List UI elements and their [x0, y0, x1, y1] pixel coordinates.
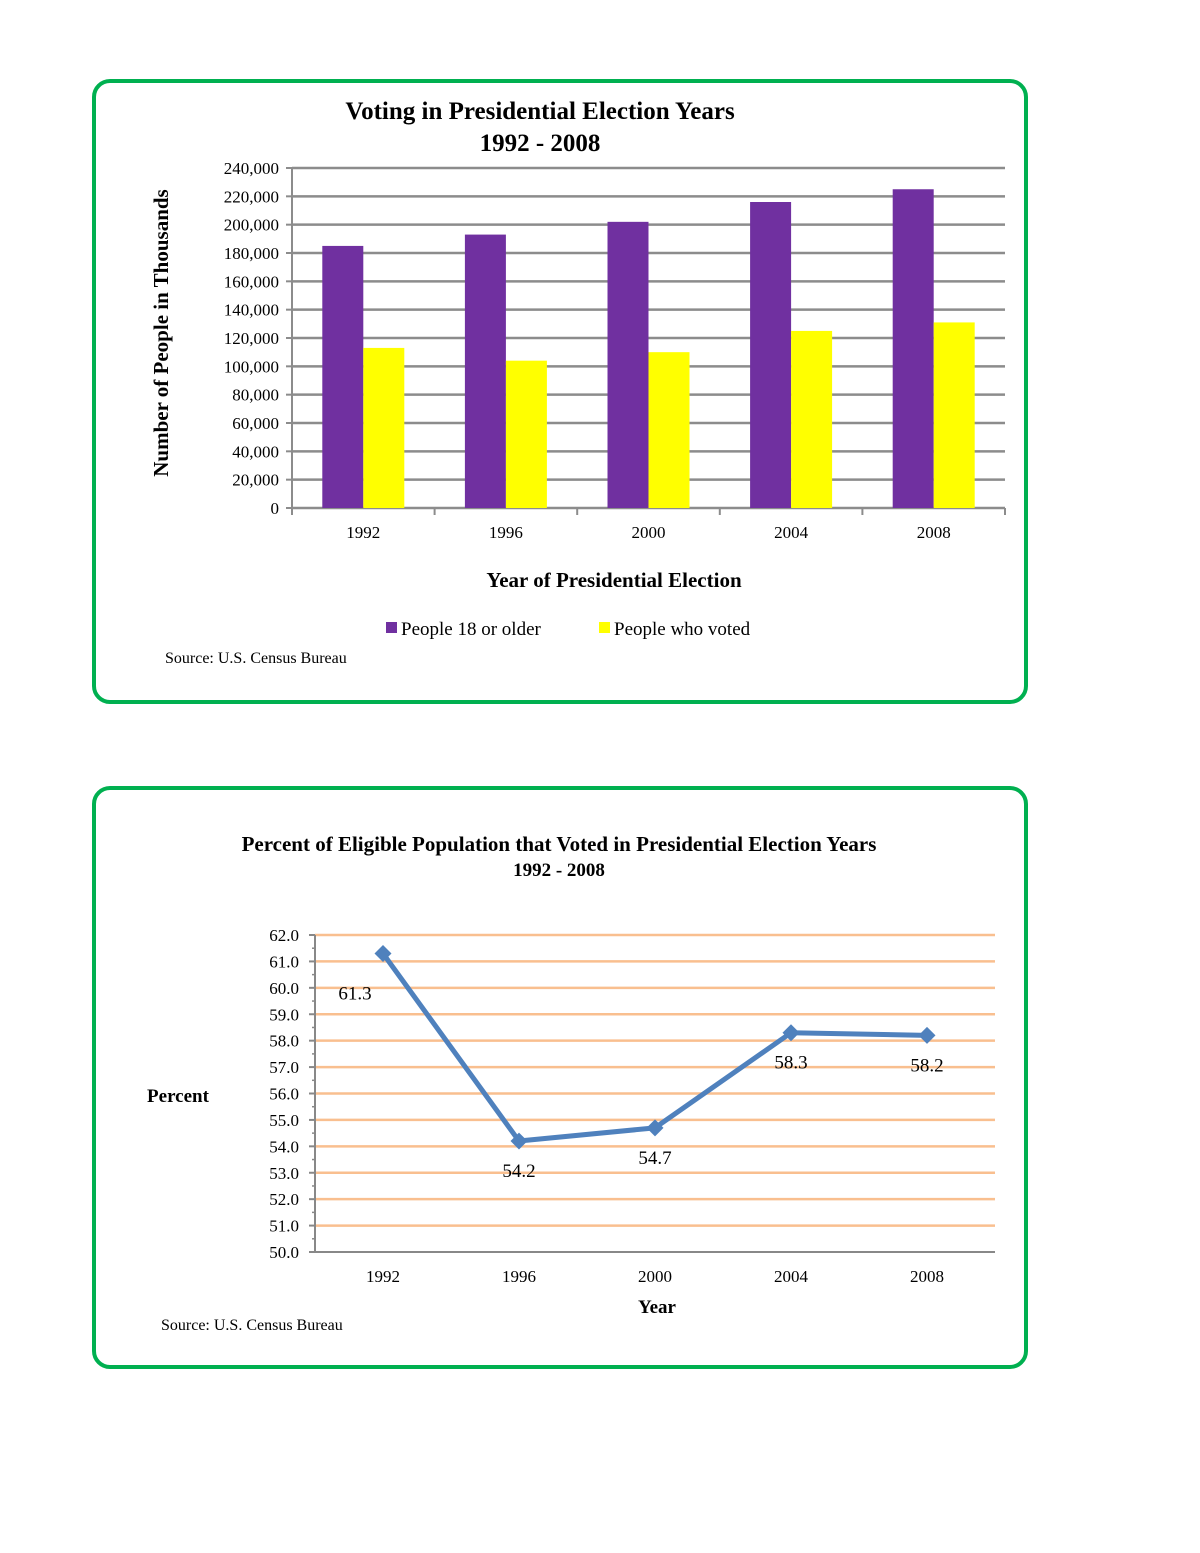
source-note: Source: U.S. Census Bureau [165, 650, 347, 667]
y-tick-label: 140,000 [224, 301, 279, 320]
y-tick-label: 20,000 [232, 471, 279, 490]
y-tick-label: 120,000 [224, 329, 279, 348]
y-tick-label: 58.0 [269, 1032, 299, 1051]
data-label: 58.2 [910, 1055, 943, 1076]
x-axis-label: Year of Presidential Election [486, 568, 742, 592]
x-tick-label: 1996 [502, 1267, 536, 1286]
y-tick-label: 80,000 [232, 386, 279, 405]
legend-label-adults: People 18 or older [401, 619, 542, 640]
bar-chart: Voting in Presidential Election Years 19… [92, 79, 1028, 704]
data-point-marker [646, 1119, 664, 1137]
x-tick-label: 2000 [638, 1267, 672, 1286]
y-tick-label: 60,000 [232, 414, 279, 433]
x-tick-label: 2004 [774, 1267, 809, 1286]
chart-subtitle: 1992 - 2008 [480, 130, 601, 157]
chart-frame [92, 79, 1028, 704]
legend-swatch-purple [386, 622, 397, 633]
data-label: 58.3 [774, 1053, 807, 1074]
source-note: Source: U.S. Census Bureau [161, 1317, 343, 1334]
x-tick-label: 2008 [910, 1267, 944, 1286]
legend-label-voted: People who voted [614, 619, 751, 640]
data-point-marker [510, 1132, 528, 1150]
y-tick-label: 60.0 [269, 979, 299, 998]
bar-adults [322, 245, 364, 508]
bar-voted [363, 347, 405, 508]
x-tick-label: 2004 [774, 523, 809, 542]
x-tick-label: 2000 [632, 523, 666, 542]
y-tick-label: 52.0 [269, 1190, 299, 1209]
y-tick-label: 50.0 [269, 1243, 299, 1262]
x-tick-label: 2008 [917, 523, 951, 542]
chart-title: Percent of Eligible Population that Vote… [242, 832, 877, 856]
y-tick-label: 220,000 [224, 187, 279, 206]
y-tick-label: 53.0 [269, 1164, 299, 1183]
y-tick-label: 54.0 [269, 1137, 299, 1156]
y-axis-label: Percent [147, 1086, 210, 1107]
y-tick-label: 0 [271, 499, 280, 518]
y-tick-label: 100,000 [224, 357, 279, 376]
data-point-marker [782, 1024, 800, 1042]
bar-adults [892, 189, 934, 508]
y-tick-label: 59.0 [269, 1005, 299, 1024]
x-tick-label: 1996 [489, 523, 523, 542]
x-axis-label: Year [638, 1297, 677, 1318]
legend-swatch-yellow [599, 622, 610, 633]
y-tick-label: 160,000 [224, 272, 279, 291]
y-tick-label: 51.0 [269, 1217, 299, 1236]
y-tick-label: 62.0 [269, 926, 299, 945]
y-tick-label: 40,000 [232, 442, 279, 461]
y-tick-label: 240,000 [224, 159, 279, 178]
y-axis-label: Number of People in Thousands [149, 189, 173, 476]
y-tick-label: 200,000 [224, 216, 279, 235]
bar-voted [505, 360, 547, 508]
bar-adults [750, 202, 792, 508]
data-label: 61.3 [338, 983, 371, 1004]
y-tick-label: 180,000 [224, 244, 279, 263]
data-line [380, 952, 928, 1144]
y-tick-label: 56.0 [269, 1085, 299, 1104]
bar-voted [791, 330, 833, 508]
y-tick-label: 55.0 [269, 1111, 299, 1130]
data-label: 54.2 [502, 1161, 535, 1182]
bar-voted [933, 322, 975, 508]
x-tick-label: 1992 [366, 1267, 400, 1286]
bar-adults [607, 221, 649, 509]
data-point-marker [918, 1026, 936, 1044]
y-tick-label: 57.0 [269, 1058, 299, 1077]
chart-subtitle: 1992 - 2008 [513, 860, 605, 881]
bar-voted [648, 352, 690, 508]
data-label: 54.7 [638, 1148, 671, 1169]
data-point-marker [374, 945, 392, 962]
bar-adults [464, 234, 506, 509]
y-tick-label: 61.0 [269, 952, 299, 971]
chart-title: Voting in Presidential Election Years [345, 98, 735, 125]
chart-frame [92, 786, 1028, 1369]
x-tick-label: 1992 [346, 523, 380, 542]
